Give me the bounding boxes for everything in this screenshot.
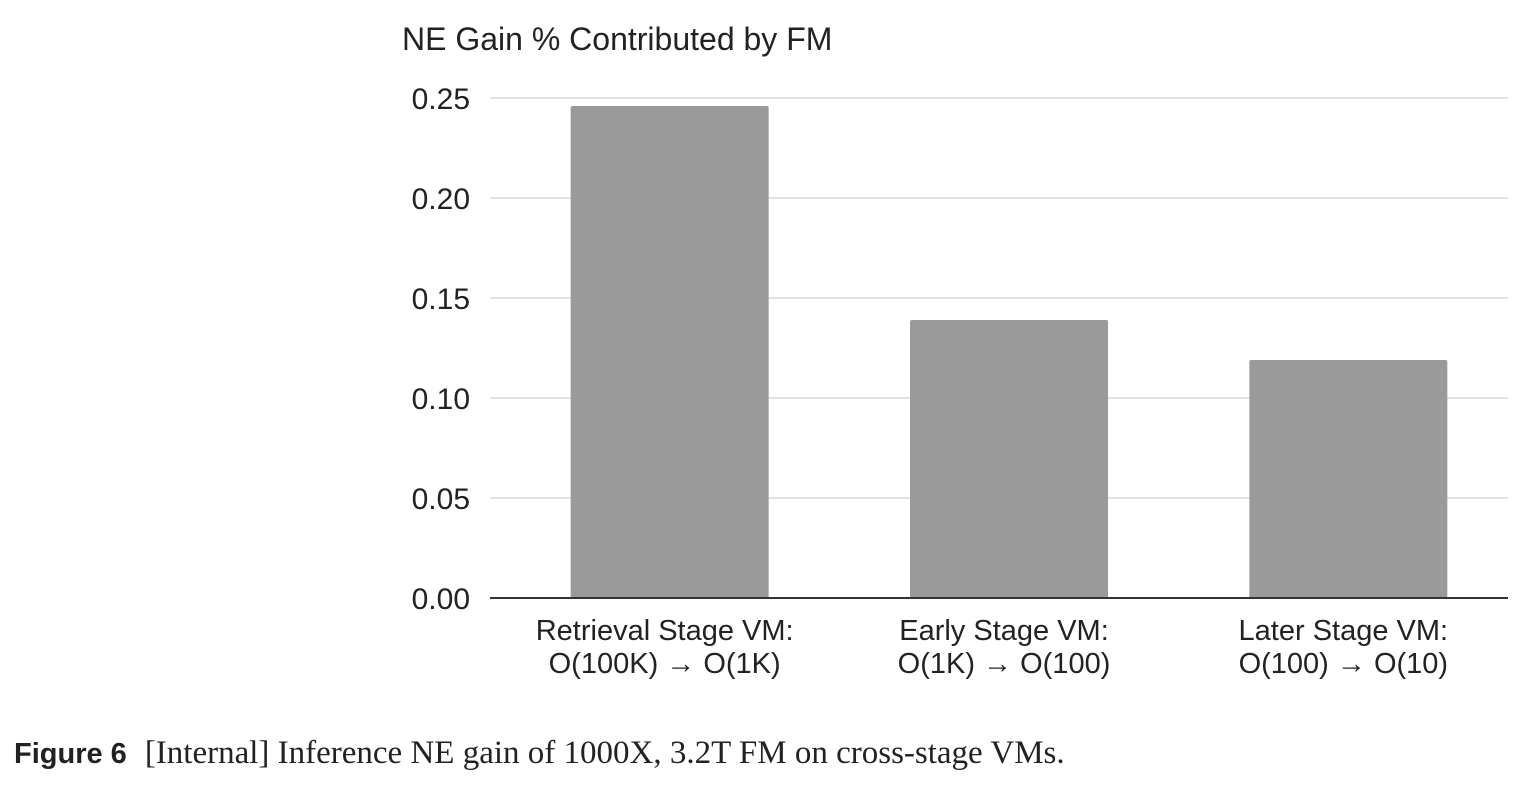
figure-label: Figure 6 (14, 738, 127, 770)
x-tick-label: Later Stage VM: (1239, 615, 1449, 647)
bar-chart: NE Gain % Contributed by FM 0.00 0.05 0.10… (402, 21, 1508, 680)
chart-title: NE Gain % Contributed by FM (402, 21, 832, 57)
y-axis-ticks: 0.00 0.05 0.10 0.15 0.20 0.25 (412, 83, 470, 616)
y-tick-label: 0.00 (412, 583, 470, 616)
bar (1249, 360, 1448, 598)
y-tick-label: 0.05 (412, 483, 470, 516)
bar (910, 320, 1108, 598)
figure-caption: Figure 6 [Internal] Inference NE gain of … (14, 732, 1065, 774)
x-tick-label: O(100K) → O(1K) (549, 648, 781, 680)
y-tick-label: 0.25 (412, 83, 470, 116)
bar (570, 106, 769, 598)
caption-text: [Internal] Inference NE gain of 1000X, 3… (144, 735, 1065, 771)
x-tick-label: O(100) → O(10) (1239, 648, 1449, 680)
y-tick-label: 0.20 (412, 183, 470, 216)
bars (570, 106, 1448, 598)
y-tick-label: 0.10 (412, 383, 470, 416)
x-tick-label: O(1K) → O(100) (898, 648, 1111, 680)
x-tick-label: Early Stage VM: (899, 615, 1109, 647)
x-tick-label: Retrieval Stage VM: (536, 615, 794, 647)
y-tick-label: 0.15 (412, 283, 470, 316)
x-axis-labels: Retrieval Stage VM:O(100K) → O(1K) Early … (536, 615, 1448, 680)
